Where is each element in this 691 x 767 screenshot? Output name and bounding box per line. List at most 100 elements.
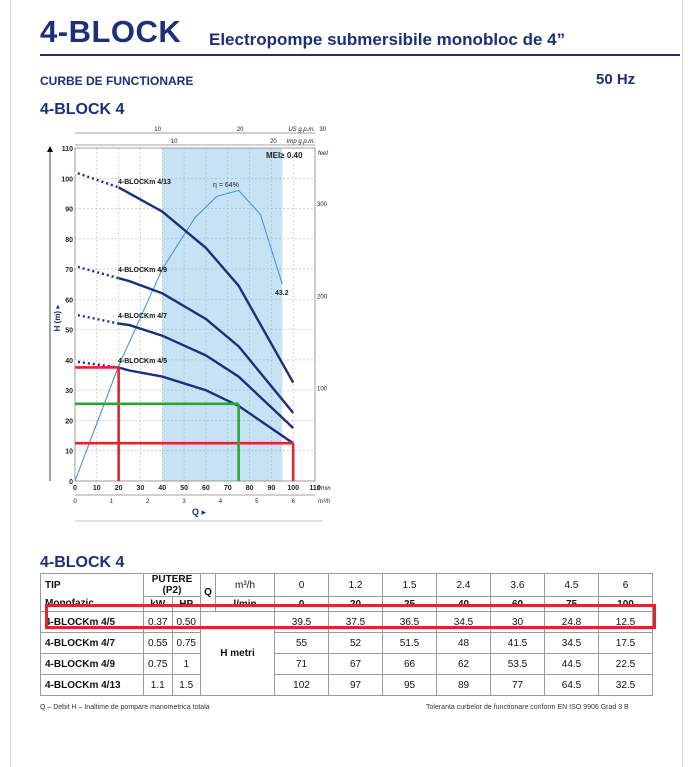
kw-cell: 0.55 xyxy=(143,632,173,654)
head-cell: 17.5 xyxy=(598,632,653,654)
head-cell: 67 xyxy=(328,653,383,675)
usgpm-tick-label: 10 xyxy=(154,127,161,133)
tip-header: TIP xyxy=(40,573,144,597)
unit-m3h: m³/h xyxy=(215,573,275,597)
x-tick-label: 30 xyxy=(137,485,145,492)
head-cell: 52 xyxy=(328,632,383,654)
x-tick-label: 10 xyxy=(93,485,101,492)
q-m3h-cell: 2.4 xyxy=(436,573,491,597)
head-cell: 53.5 xyxy=(490,653,545,675)
series-label: 4-BLOCKm 4/5 xyxy=(118,358,167,365)
x-tick-label: 50 xyxy=(180,485,188,492)
x-tick-label: 90 xyxy=(267,485,275,492)
m3h-tick-label: 4 xyxy=(219,499,223,505)
table-model-title: 4-BLOCK 4 xyxy=(40,554,125,571)
head-cell: 44.5 xyxy=(544,653,599,675)
m3h-tick-label: 6 xyxy=(292,499,296,505)
usgpm-unit: US g.p.m. xyxy=(288,127,315,133)
x-tick-label: 110 xyxy=(309,485,320,492)
series-label: 4-BLOCKm 4/9 xyxy=(118,267,167,274)
q-m3h-cell: 1.5 xyxy=(382,573,437,597)
x-tick-label: 40 xyxy=(158,485,166,492)
m3h-tick-label: 1 xyxy=(110,499,114,505)
feet-tick-label: 200 xyxy=(317,294,328,300)
feet-unit: feet xyxy=(318,151,328,157)
head-cell: 102 xyxy=(274,674,329,696)
highlighted-row-frame xyxy=(45,604,656,629)
m3h-tick-label: 3 xyxy=(182,499,186,505)
x-tick-label: 100 xyxy=(287,485,299,492)
q-m3h-cell: 3.6 xyxy=(490,573,545,597)
head-cell: 51.5 xyxy=(382,632,437,654)
impgpm-tick-label: 20 xyxy=(270,139,277,145)
performance-table: TIP PUTERE (P2) Q m³/h 0 1.2 1.5 2.4 3.6… xyxy=(40,573,653,696)
y-tick-label: 90 xyxy=(65,207,73,214)
efficiency-curve xyxy=(74,189,283,482)
head-cell: 48 xyxy=(436,632,491,654)
series-label: 4-BLOCKm 4/13 xyxy=(118,179,171,186)
kw-cell: 1.1 xyxy=(143,674,173,696)
header-divider xyxy=(40,54,680,56)
head-cell: 55 xyxy=(274,632,329,654)
feet-tick-label: 300 xyxy=(317,202,328,208)
footer-note-right: Toleranta curbelor de functionare confor… xyxy=(426,704,629,711)
head-cell: 97 xyxy=(328,674,383,696)
y-tick-label: 10 xyxy=(65,449,73,456)
head-cell: 66 xyxy=(382,653,437,675)
table-row: 4-BLOCKm 4/7 0.55 0.75 55 52 51.5 48 41.… xyxy=(40,632,653,654)
y-tick-label: 60 xyxy=(65,297,73,304)
frequency-label: 50 Hz xyxy=(596,71,636,88)
efficiency-label: η = 64% xyxy=(213,182,239,189)
series-label: 4-BLOCKm 4/7 xyxy=(118,313,167,320)
section-heading: CURBE DE FUNCTIONARE xyxy=(40,74,194,88)
hp-cell: 1.5 xyxy=(171,674,201,696)
y-tick-label: 20 xyxy=(65,418,73,425)
q-m3h-cell: 0 xyxy=(274,573,329,597)
head-cell: 95 xyxy=(382,674,437,696)
mei-label: MEI≥ 0.40 xyxy=(266,151,303,160)
head-cell: 41.5 xyxy=(490,632,545,654)
table-row: 4-BLOCKm 4/13 1.1 1.5 102 97 95 89 77 64… xyxy=(40,674,653,696)
y-tick-label: 70 xyxy=(65,267,73,274)
x-tick-label: 0 xyxy=(73,485,77,492)
x-tick-label: 60 xyxy=(202,485,210,492)
model-cell: 4-BLOCKm 4/7 xyxy=(40,632,144,654)
chart-model-title: 4-BLOCK 4 xyxy=(40,101,125,118)
kw-cell: 0.75 xyxy=(143,653,173,675)
q-m3h-cell: 4.5 xyxy=(544,573,599,597)
footer-note-left: Q – Debit H – Inaltime de pompare manome… xyxy=(40,704,210,711)
y-tick-label: 50 xyxy=(65,328,73,335)
table-header-row: TIP PUTERE (P2) Q m³/h 0 1.2 1.5 2.4 3.6… xyxy=(40,573,653,612)
impgpm-tick-label: 10 xyxy=(171,139,178,145)
y-tick-label: 100 xyxy=(61,176,73,183)
usgpm-tick-label: 20 xyxy=(237,127,244,133)
y-axis-label: H (m) ▸ xyxy=(53,305,62,332)
head-cell: 22.5 xyxy=(598,653,653,675)
m3h-tick-label: 0 xyxy=(73,499,77,505)
y-axis-arrow xyxy=(47,146,53,152)
x-tick-label: 80 xyxy=(246,485,254,492)
preferred-range-band xyxy=(162,148,283,481)
y-tick-label: 0 xyxy=(69,479,73,486)
model-cell: 4-BLOCKm 4/9 xyxy=(40,653,144,675)
feet-tick-label: 100 xyxy=(317,387,328,393)
head-cell: 62 xyxy=(436,653,491,675)
x-unit-m3h: m³/h xyxy=(318,499,331,505)
y-tick-label: 80 xyxy=(65,237,73,244)
head-cell: 64.5 xyxy=(544,674,599,696)
m3h-tick-label: 2 xyxy=(146,499,150,505)
model-cell: 4-BLOCKm 4/13 xyxy=(40,674,144,696)
efficiency-end-label: 43.2 xyxy=(275,290,289,297)
m3h-tick-label: 5 xyxy=(255,499,259,505)
x-tick-label: 20 xyxy=(115,485,123,492)
head-cell: 32.5 xyxy=(598,674,653,696)
h-metri-label: H metri xyxy=(200,611,275,696)
head-cell: 71 xyxy=(274,653,329,675)
pump-curve-dash-mask xyxy=(74,313,119,325)
pump-curve-line xyxy=(74,313,295,429)
putere-header: PUTERE (P2) xyxy=(143,573,201,597)
head-cell: 34.5 xyxy=(544,632,599,654)
brand-title: 4-BLOCK xyxy=(40,14,182,49)
q-m3h-cell: 1.2 xyxy=(328,573,383,597)
